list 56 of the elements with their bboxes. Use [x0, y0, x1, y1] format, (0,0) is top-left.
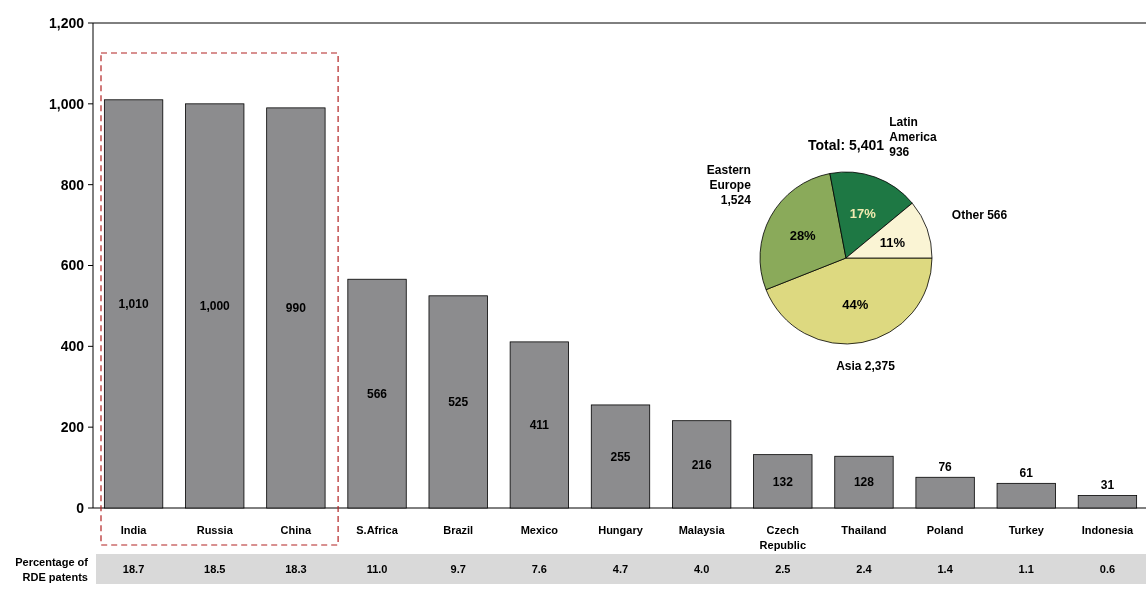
x-tick-label: Malaysia — [678, 524, 726, 536]
text: 1.4 — [937, 562, 954, 575]
data-label: 990 — [285, 301, 307, 316]
text: 9.7 — [450, 562, 466, 575]
data-label: 128 — [853, 475, 875, 490]
data-label: 76 — [938, 460, 953, 475]
text: 18.3 — [285, 562, 307, 575]
text: Total: 5,401 — [808, 137, 885, 153]
x-tick-label: Mexico — [520, 524, 559, 536]
data-label: 411 — [529, 418, 550, 433]
text: 1.1 — [1018, 562, 1034, 575]
text: 11.0 — [366, 562, 388, 575]
slice-label: Asia 2,375 — [836, 359, 896, 374]
text: 2.4 — [856, 562, 873, 575]
data-label: 61 — [1019, 466, 1034, 481]
data-label: 566 — [367, 386, 388, 401]
x-tick-label: Czech Republic — [759, 524, 807, 551]
x-tick-label: Turkey — [1008, 524, 1045, 536]
data-label: 525 — [448, 395, 469, 410]
data-label: 1,010 — [118, 297, 149, 312]
data-label: 17% — [849, 206, 877, 222]
data-label: 31 — [1100, 478, 1115, 493]
x-tick-label: Poland — [926, 524, 964, 536]
slice-label: Other 566 — [951, 207, 1008, 222]
slice-label: Latin America 936 — [889, 115, 937, 160]
data-label: 28% — [789, 227, 817, 243]
text: 4.0 — [694, 562, 710, 575]
y-tick-label: 600 — [60, 257, 85, 274]
x-tick-label: Brazil — [443, 524, 474, 536]
y-tick-label: 800 — [60, 176, 85, 193]
data-label: 216 — [691, 457, 712, 472]
data-label: 255 — [610, 449, 631, 464]
data-label: 11% — [879, 234, 906, 250]
slice-label: Eastern Europe 1,524 — [706, 162, 752, 207]
data-label: 132 — [772, 474, 794, 489]
text: 4.7 — [612, 562, 629, 575]
x-tick-label: Hungary — [598, 524, 644, 536]
y-tick-label: 0 — [76, 499, 85, 516]
x-tick-label: S.Africa — [356, 524, 399, 536]
data-label: 44% — [842, 297, 869, 313]
x-tick-label: Thailand — [841, 524, 887, 536]
x-tick-label: Russia — [196, 524, 234, 536]
text: 0.6 — [1099, 562, 1116, 575]
text: 18.7 — [122, 562, 145, 575]
x-tick-label: China — [280, 524, 313, 536]
text: 18.5 — [204, 562, 226, 575]
y-tick-label: 1,000 — [48, 95, 85, 112]
y-tick-label: 200 — [60, 419, 85, 436]
text: Percentage of RDE patents — [15, 556, 89, 583]
x-tick-label: Indonesia — [1081, 524, 1134, 536]
y-tick-label: 400 — [60, 338, 85, 355]
x-tick-label: India — [120, 524, 148, 536]
text: 7.6 — [531, 562, 547, 575]
y-tick-label: 1,200 — [48, 14, 85, 31]
data-label: 1,000 — [199, 299, 231, 314]
text: 2.5 — [775, 562, 791, 575]
